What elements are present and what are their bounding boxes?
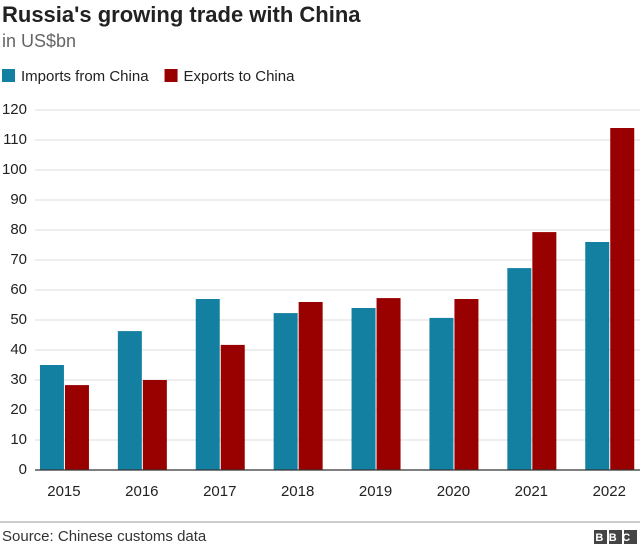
x-tick-label: 2018	[281, 483, 314, 500]
bar	[195, 299, 220, 470]
bar	[429, 317, 454, 470]
y-tick-label: 100	[2, 161, 27, 178]
bar	[454, 299, 479, 470]
y-tick-label: 80	[10, 221, 27, 238]
bar	[117, 331, 142, 470]
y-tick-label: 60	[10, 281, 27, 298]
x-tick-label: 2017	[203, 483, 236, 500]
x-tick-label: 2019	[359, 483, 392, 500]
x-tick-label: 2016	[125, 483, 158, 500]
legend-label: Exports to China	[184, 68, 296, 85]
y-tick-label: 30	[10, 371, 27, 388]
bar	[351, 308, 376, 470]
y-tick-label: 40	[10, 341, 27, 358]
logo-boxes	[594, 530, 637, 544]
bar	[298, 302, 323, 470]
y-tick-label: 0	[19, 461, 27, 478]
y-tick-label: 50	[10, 311, 27, 328]
bar	[220, 344, 245, 470]
bar	[532, 232, 557, 470]
x-tick-label: 2021	[515, 483, 548, 500]
bar	[507, 268, 532, 470]
y-tick-label: 120	[2, 101, 27, 118]
chart-subtitle: in US$bn	[2, 31, 76, 51]
bar	[610, 128, 635, 470]
legend-swatch	[164, 69, 178, 82]
y-tick-label: 10	[10, 431, 27, 448]
legend-label: Imports from China	[21, 68, 149, 85]
chart-title: Russia's growing trade with China	[2, 2, 361, 27]
bar	[376, 298, 401, 470]
x-tick-label: 2020	[437, 483, 470, 500]
x-tick-label: 2022	[593, 483, 626, 500]
x-tick-label: 2015	[47, 483, 80, 500]
y-tick-label: 110	[3, 131, 27, 148]
bar	[142, 380, 167, 470]
y-tick-label: 20	[10, 401, 27, 418]
logo: BBC	[595, 532, 635, 544]
y-tick-label: 90	[10, 191, 27, 208]
bar	[585, 242, 610, 470]
bar	[39, 365, 64, 470]
source: Source: Chinese customs data	[2, 528, 207, 545]
y-tick-label: 70	[10, 251, 27, 268]
bar	[273, 313, 298, 470]
bar	[64, 385, 89, 470]
legend-swatch	[2, 69, 15, 82]
